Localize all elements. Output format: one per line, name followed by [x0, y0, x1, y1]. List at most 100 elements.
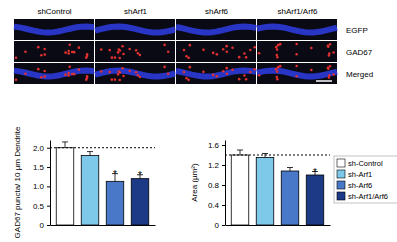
puncta: [212, 74, 215, 77]
error-bar: [87, 152, 93, 156]
y-tick: 1.5: [33, 163, 50, 172]
y-tick: 0.4: [208, 201, 225, 210]
puncta: [295, 65, 298, 68]
puncta: [225, 45, 228, 48]
bar: [306, 175, 324, 225]
puncta: [67, 52, 70, 55]
puncta: [43, 48, 46, 51]
puncta: [117, 51, 120, 54]
puncta: [78, 68, 81, 71]
dendrite: [14, 71, 94, 77]
legend-label: sh-Arf1: [348, 170, 372, 179]
dendrite: [257, 27, 337, 33]
image-background: [14, 63, 94, 84]
bar: [56, 148, 74, 225]
y-axis-title: Area (µm²): [190, 163, 199, 202]
puncta: [37, 68, 40, 71]
column-label: shArf6: [205, 7, 229, 16]
bar: [231, 155, 249, 225]
y-axis-line: [225, 141, 226, 226]
puncta: [183, 49, 186, 52]
image-background: [257, 19, 337, 40]
puncta: [78, 46, 81, 49]
y-tick-mark: [47, 186, 50, 187]
legend-swatch: [337, 159, 345, 167]
image-background: [95, 19, 175, 40]
puncta: [225, 67, 228, 70]
error-cap: [287, 167, 293, 168]
puncta: [226, 72, 229, 75]
puncta: [139, 76, 142, 79]
puncta: [187, 57, 190, 60]
image-background: [95, 41, 175, 62]
puncta: [118, 48, 121, 51]
y-tick-label: 1.2: [208, 161, 220, 170]
legend: sh-Controlsh-Arf1sh-Arf6sh-Arf1/Arf6: [334, 156, 397, 203]
bar: [81, 155, 99, 225]
puncta: [258, 52, 261, 55]
puncta: [277, 66, 280, 69]
error-stem: [65, 142, 66, 148]
puncta: [68, 44, 71, 47]
error-stem: [240, 150, 241, 155]
dendrite: [95, 27, 175, 33]
puncta: [310, 69, 313, 72]
puncta: [276, 56, 279, 59]
puncta: [277, 44, 280, 47]
image-background: [176, 41, 256, 62]
y-tick-mark: [222, 185, 225, 186]
puncta: [40, 54, 43, 57]
puncta: [167, 50, 170, 53]
legend-frame: [334, 156, 397, 203]
dendrite: [95, 71, 175, 77]
puncta: [327, 46, 330, 49]
error-cap: [87, 151, 93, 152]
puncta: [276, 78, 279, 81]
legend-swatch: [337, 170, 345, 178]
puncta: [226, 50, 229, 53]
puncta: [243, 74, 246, 77]
puncta: [238, 56, 241, 59]
error-stem: [90, 152, 91, 156]
puncta: [86, 75, 89, 78]
puncta: [163, 44, 166, 47]
puncta: [185, 77, 188, 80]
y-tick: 0: [40, 221, 50, 230]
puncta: [139, 54, 142, 57]
x-axis: [51, 225, 156, 227]
puncta: [111, 78, 114, 81]
puncta: [328, 52, 331, 55]
puncta: [114, 56, 117, 59]
y-axis: 00.40.81.21.6: [208, 141, 226, 231]
y-tick: 1.6: [208, 141, 225, 150]
y-tick-mark: [222, 165, 225, 166]
error-cap: [262, 153, 268, 154]
y-tick-mark: [222, 145, 225, 146]
puncta: [108, 71, 111, 74]
puncta: [216, 75, 219, 78]
figure: shControlshArf1shArf6shArf1/Arf6EGFPGAD6…: [0, 0, 397, 242]
puncta: [15, 79, 18, 82]
puncta: [222, 48, 225, 51]
puncta: [43, 70, 46, 73]
puncta: [128, 70, 131, 73]
reference-line: [225, 155, 330, 156]
puncta: [108, 49, 111, 52]
puncta: [122, 75, 125, 78]
puncta: [135, 71, 138, 74]
puncta: [295, 43, 298, 46]
puncta: [68, 66, 71, 69]
puncta: [222, 70, 225, 73]
y-tick-label: 1.6: [208, 141, 220, 150]
puncta: [310, 47, 313, 50]
puncta: [276, 70, 279, 73]
y-tick-label: 0: [40, 221, 45, 230]
puncta: [329, 65, 332, 68]
puncta: [24, 72, 27, 75]
y-tick: 0.5: [33, 202, 50, 211]
puncta: [189, 44, 192, 47]
legend-label: sh-Arf6: [348, 181, 372, 190]
image-background: [14, 19, 94, 40]
image-background: [95, 63, 175, 84]
image-background: [257, 63, 337, 84]
